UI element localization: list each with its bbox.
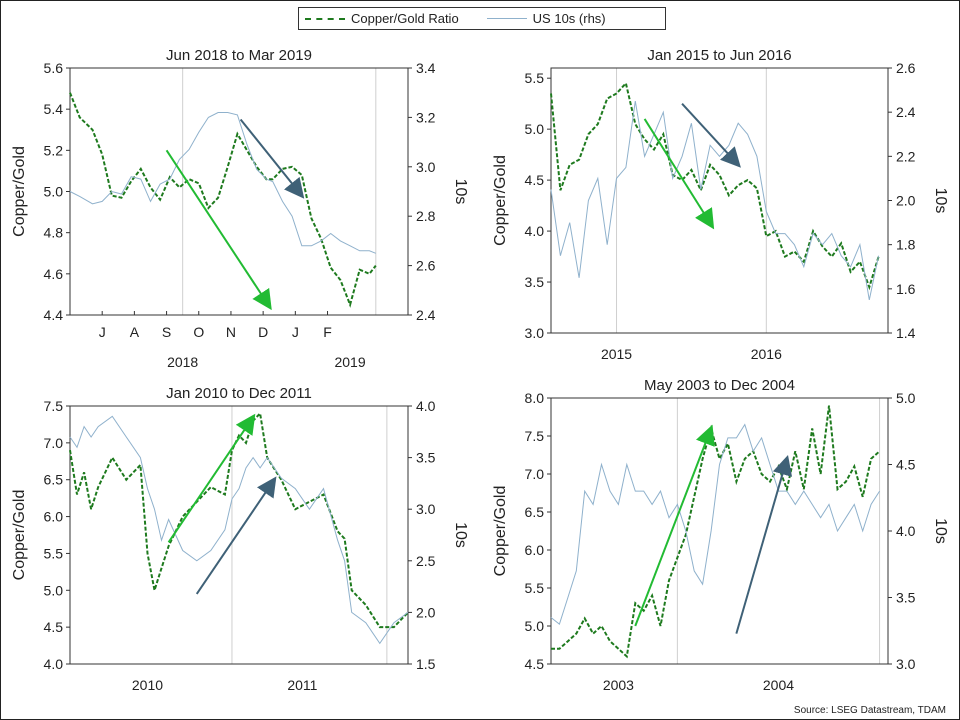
legend-swatch-yield [486,18,527,19]
legend: Copper/Gold Ratio US 10s (rhs) [298,7,666,30]
source-note: Source: LSEG Datastream, TDAM [793,705,946,716]
legend-swatch-ratio [305,17,345,20]
legend-label-ratio: Copper/Gold Ratio [351,11,459,26]
legend-label-yield: US 10s (rhs) [532,11,606,26]
legend-item-yield: US 10s (rhs) [486,11,606,26]
legend-item-ratio: Copper/Gold Ratio [305,11,459,26]
